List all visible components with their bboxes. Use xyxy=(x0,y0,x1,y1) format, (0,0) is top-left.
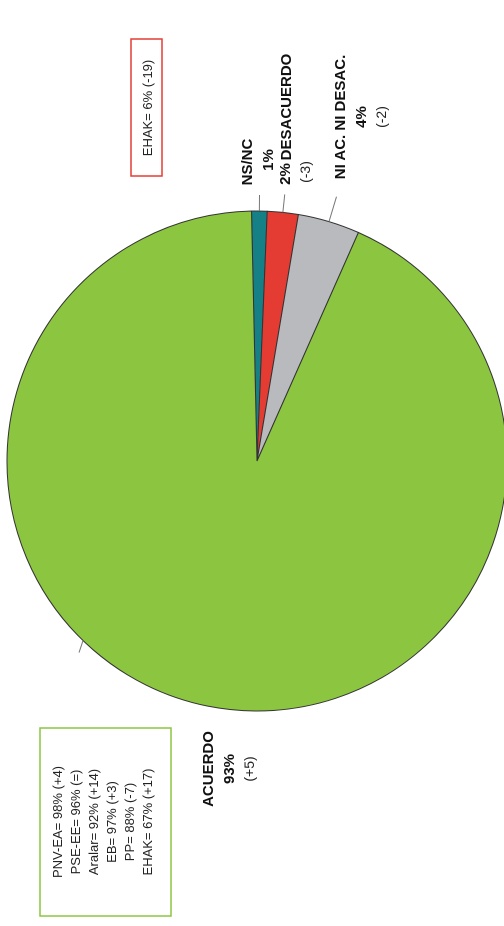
leader-line-desacuerdo xyxy=(282,194,286,213)
callout-line: PSE-EE= 96% (=) xyxy=(68,770,83,875)
callout-line: PNV-EA= 98% (+4) xyxy=(50,766,65,878)
callout-line: EHAK= 67% (+17) xyxy=(140,769,155,876)
label-desacuerdo: 2% DESACUERDO (-3) xyxy=(277,53,313,185)
slice-label-desacuerdo: DESACUERDO xyxy=(278,53,295,160)
callout-acuerdo: PNV-EA= 98% (+4) PSE-EE= 96% (=) Aralar=… xyxy=(39,727,172,917)
callout-line: Aralar= 92% (+14) xyxy=(86,769,101,875)
slice-change-desacuerdo: (-3) xyxy=(297,161,313,183)
slice-value-desacuerdo: 2% xyxy=(277,163,294,185)
slice-value-ni-ac: 4% xyxy=(353,106,370,128)
label-nsnc: NS/NC 1% xyxy=(239,138,277,185)
callout-text: EHAK= 6% (-19) xyxy=(140,60,155,156)
callout-line: PP= 88% (-7) xyxy=(122,783,137,861)
label-acuerdo: ACUERDO 93% (+5) xyxy=(200,731,257,807)
slice-label-nsnc: NS/NC xyxy=(239,138,256,185)
slice-change-ni-ac: (-2) xyxy=(373,106,389,128)
slice-label-acuerdo: ACUERDO xyxy=(200,731,217,807)
callout-box-red xyxy=(130,38,163,177)
callout-box-green xyxy=(39,727,172,917)
slice-value-nsnc: 1% xyxy=(260,149,277,171)
leader-line-acuerdo xyxy=(78,640,84,653)
leader-line-ni-ac xyxy=(328,196,337,222)
slice-label-ni-ac: NI AC. NI DESAC. xyxy=(332,55,349,179)
slice-value-acuerdo: 93% xyxy=(221,754,238,784)
slice-change-acuerdo: (+5) xyxy=(241,756,257,781)
leader-lines xyxy=(78,194,337,653)
pie-slices xyxy=(6,210,504,712)
pie-slice-acuerdo xyxy=(6,210,504,712)
callout-desacuerdo: EHAK= 6% (-19) xyxy=(130,38,163,177)
label-ni-ac: NI AC. NI DESAC. 4% (-2) xyxy=(332,55,389,179)
callout-line: EB= 97% (+3) xyxy=(104,781,119,863)
